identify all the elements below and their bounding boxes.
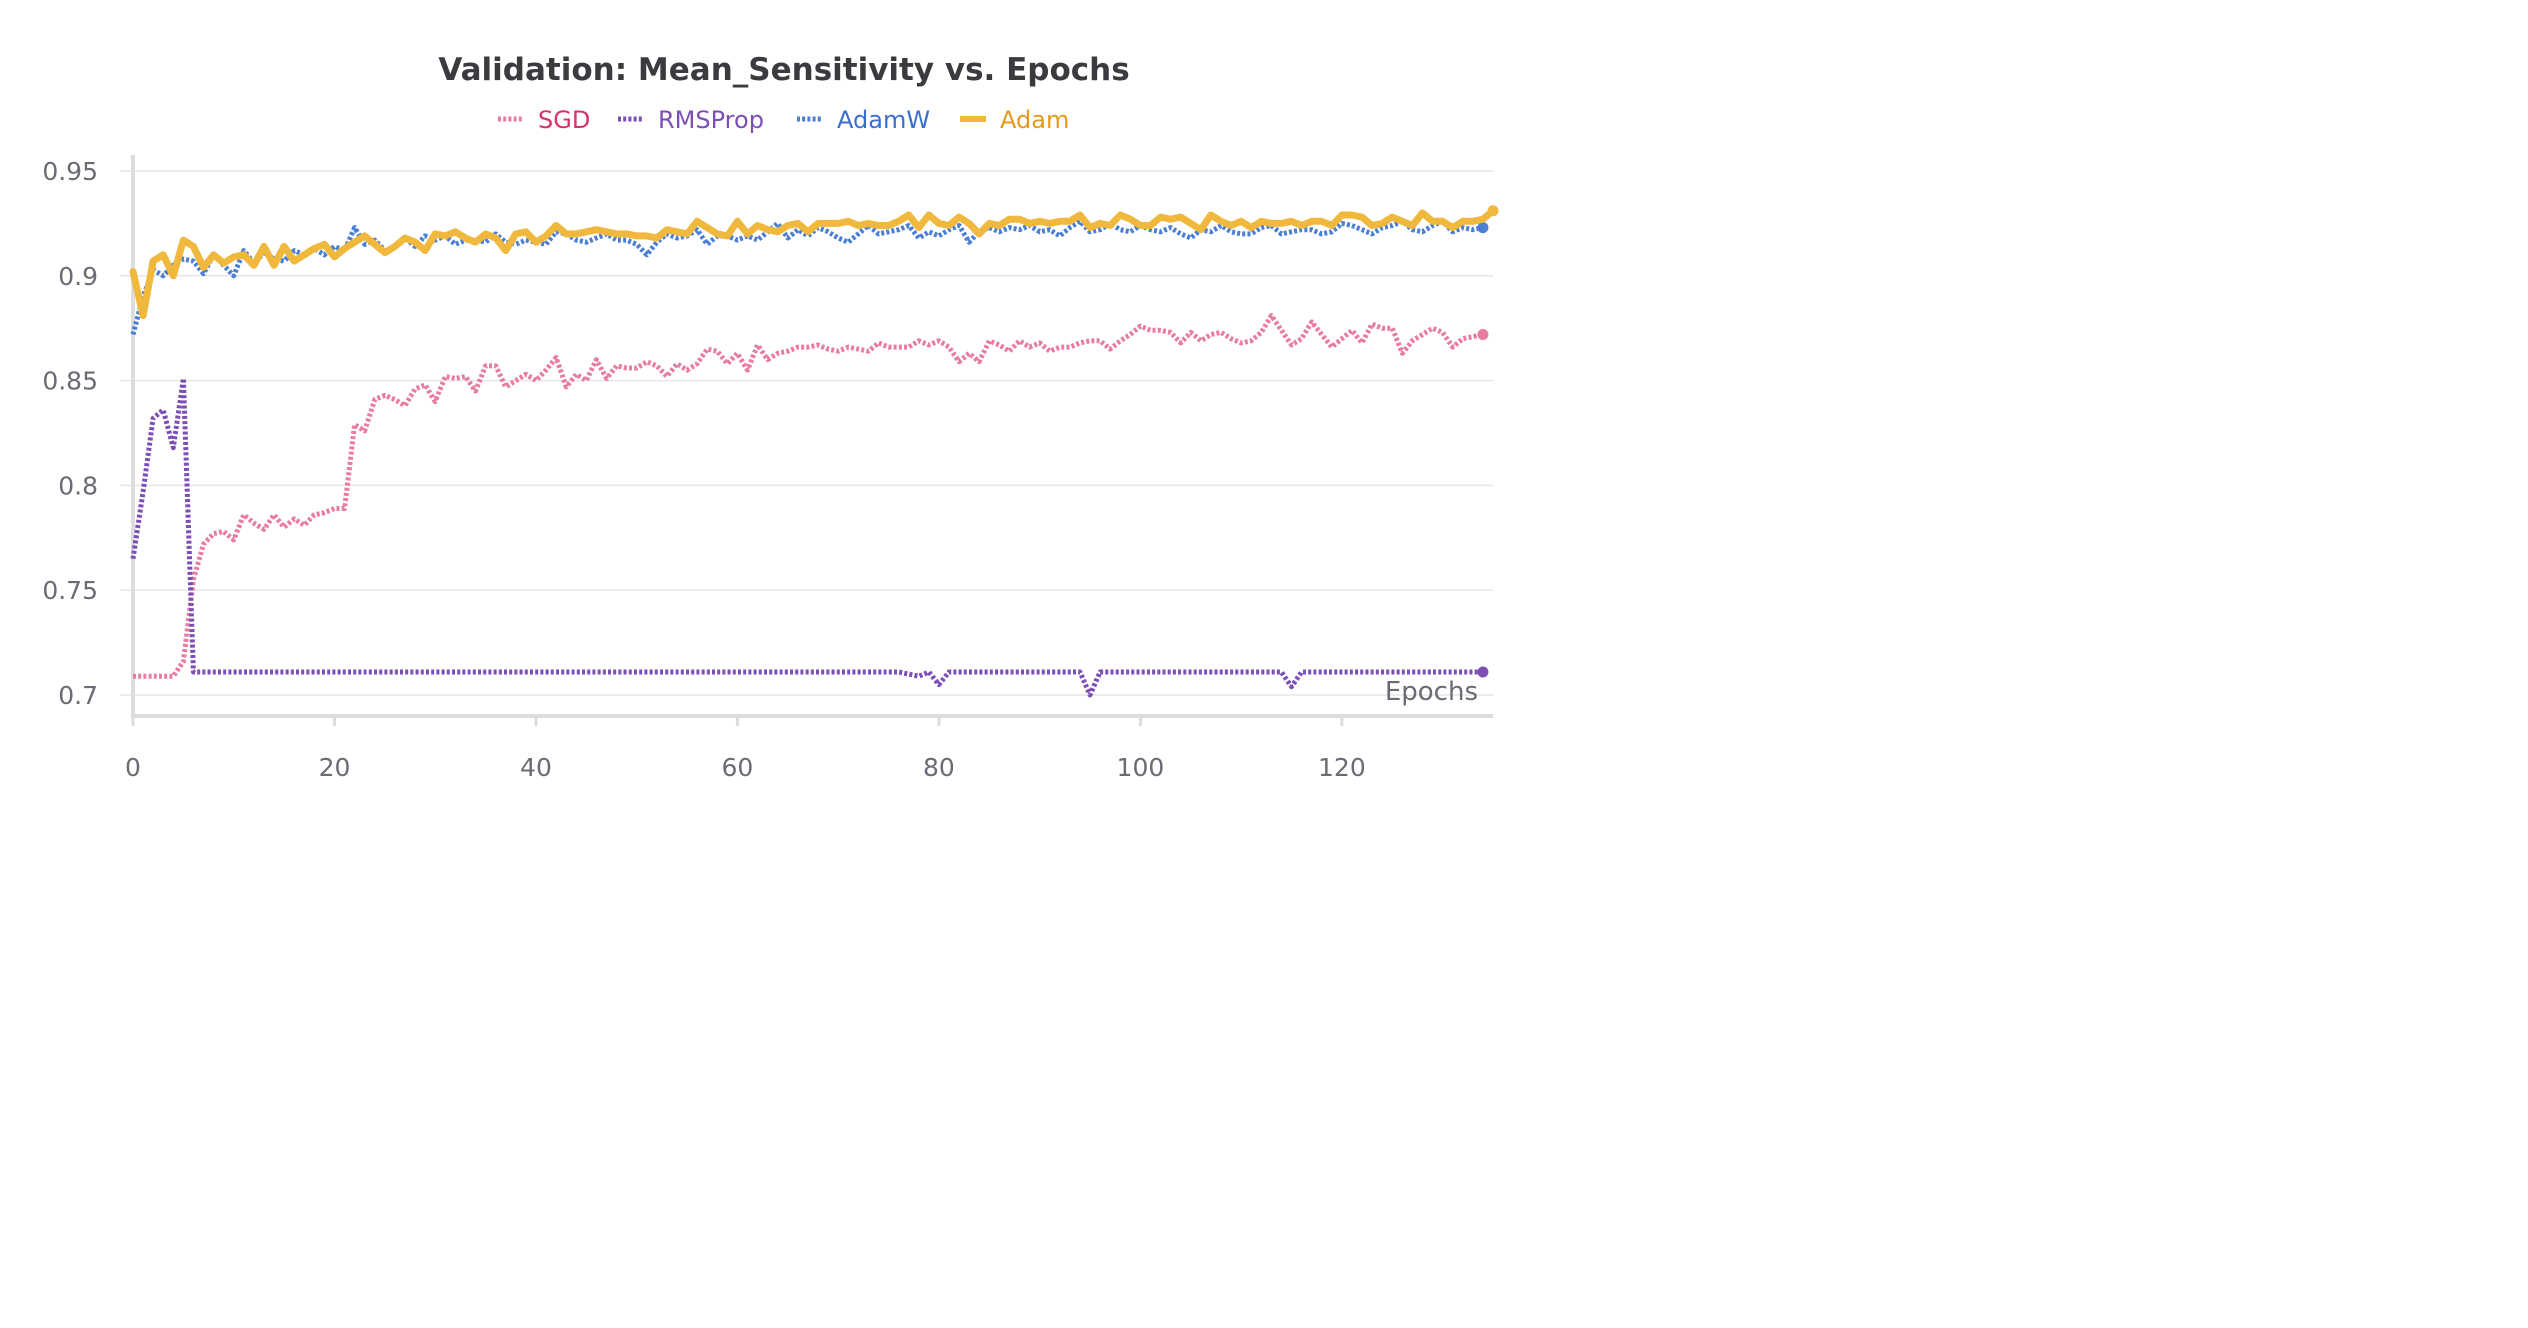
series-line-sgd (133, 313, 1484, 679)
legend-item-adamw[interactable]: AdamW (797, 106, 930, 134)
x-tick-label: 80 (923, 753, 955, 782)
series-end-point (1477, 666, 1489, 678)
legend-label: RMSProp (658, 106, 764, 134)
legend-label: AdamW (837, 106, 930, 134)
y-tick-label: 0.8 (58, 471, 98, 500)
chart-canvas: Validation: Mean_Sensitivity vs. Epochs … (42, 52, 1499, 782)
legend-label: Adam (1000, 106, 1069, 134)
y-tick-label: 0.75 (42, 576, 98, 605)
series-layer (129, 205, 1499, 698)
series-end-point (1487, 205, 1499, 217)
x-tick-label: 0 (125, 753, 141, 782)
series-end-point (1477, 222, 1489, 234)
series-line-adam (129, 207, 1497, 320)
y-tick-label: 0.9 (58, 262, 98, 291)
x-tick-label: 120 (1318, 753, 1366, 782)
chart: Validation: Mean_Sensitivity vs. Epochs … (0, 0, 1545, 816)
y-tick-label: 0.95 (42, 157, 98, 186)
legend: SGD RMSProp AdamW Adam (498, 106, 1069, 134)
y-tick-label: 0.85 (42, 367, 98, 396)
series-line-adamw (130, 218, 1484, 336)
series-line-rmsprop (130, 376, 1483, 698)
y-tick-label: 0.7 (58, 681, 98, 710)
legend-item-adam[interactable]: Adam (960, 106, 1069, 134)
legend-item-rmsprop[interactable]: RMSProp (618, 106, 764, 134)
chart-title: Validation: Mean_Sensitivity vs. Epochs (438, 52, 1129, 88)
x-tick-label: 60 (722, 753, 754, 782)
x-tick-label: 20 (319, 753, 351, 782)
legend-label: SGD (538, 106, 590, 134)
legend-item-sgd[interactable]: SGD (498, 106, 590, 134)
x-tick-label: 40 (520, 753, 552, 782)
x-axis-title: Epochs (1385, 677, 1478, 707)
x-tick-label: 100 (1117, 753, 1165, 782)
axes: 0.7 0.75 0.8 0.85 0.9 0.95 0 20 40 60 80 100 120 (42, 155, 1493, 782)
series-end-point (1477, 328, 1489, 340)
